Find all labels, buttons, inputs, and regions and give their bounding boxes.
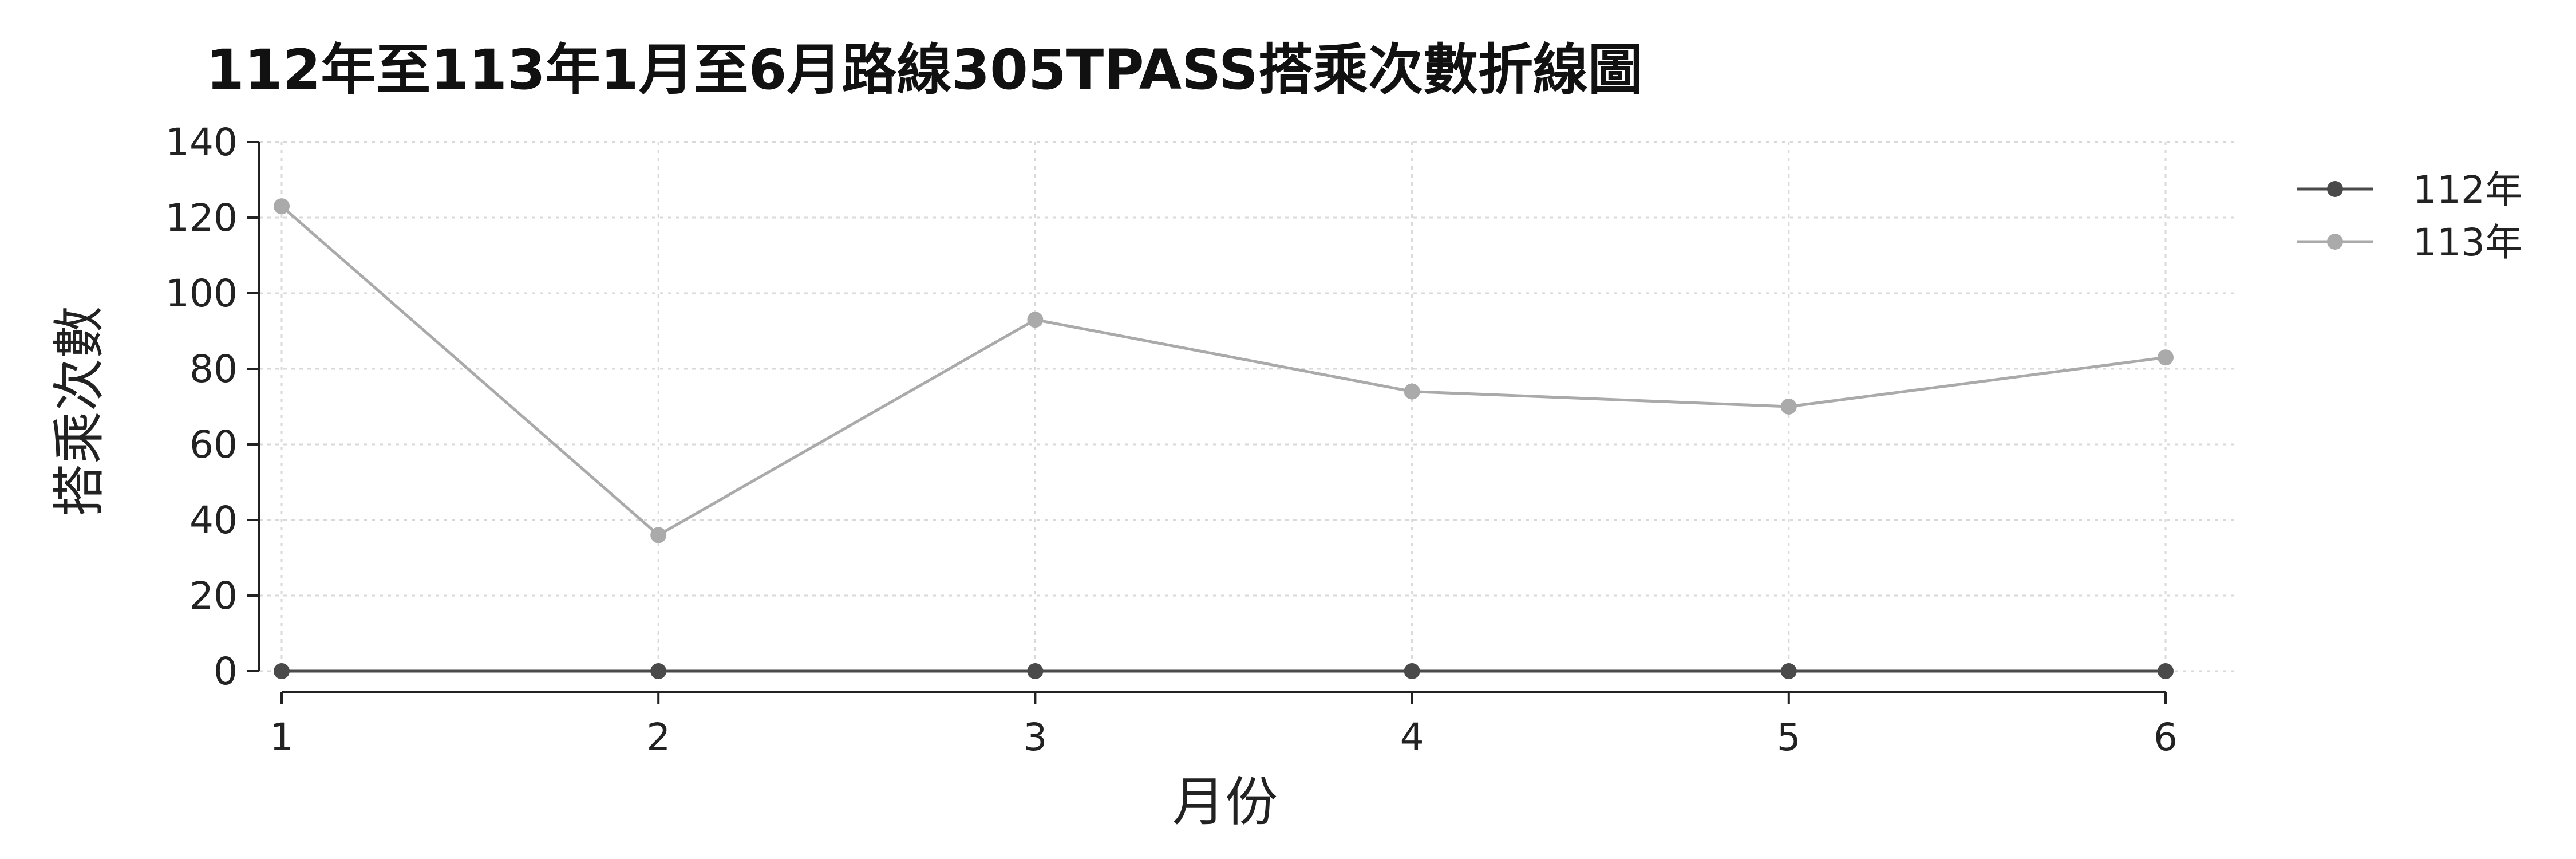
chart-title: 112年至113年1月至6月路線305TPASS搭乘次數折線圖 xyxy=(206,38,1643,102)
x-tick-label: 4 xyxy=(1400,715,1424,759)
legend-entry: 113年 xyxy=(2297,220,2523,265)
data-point xyxy=(2158,663,2174,679)
y-tick-label: 120 xyxy=(165,196,238,240)
x-tick-label: 2 xyxy=(646,715,670,759)
axes xyxy=(258,142,2166,693)
x-tick-label: 3 xyxy=(1023,715,1047,759)
legend-marker xyxy=(2327,181,2343,197)
data-point xyxy=(2158,349,2174,366)
legend: 112年 113年 xyxy=(2297,168,2523,265)
x-tick-label: 1 xyxy=(270,715,294,759)
legend-entry: 112年 xyxy=(2297,168,2523,212)
y-tick-label: 140 xyxy=(165,120,238,164)
x-tick-label: 5 xyxy=(1777,715,1801,759)
data-point xyxy=(1780,399,1797,415)
y-tick-label: 60 xyxy=(189,423,238,467)
y-tick-label: 0 xyxy=(214,649,238,693)
data-point xyxy=(1027,312,1044,328)
series-2 xyxy=(274,198,2174,543)
grid xyxy=(259,141,2238,672)
x-axis-title: 月份 xyxy=(1172,771,1278,833)
data-point xyxy=(650,663,667,679)
data-point xyxy=(1780,663,1797,679)
y-axis-title: 搭乘次數 xyxy=(49,306,110,517)
legend-label: 112年 xyxy=(2413,168,2523,212)
legend-marker xyxy=(2327,234,2343,250)
y-tick-label: 40 xyxy=(189,498,238,542)
x-axis-ticks: 1 2 3 4 5 6 xyxy=(270,692,2178,759)
legend-label: 113年 xyxy=(2413,220,2523,265)
y-axis-ticks: 0 20 40 60 80 100 120 140 xyxy=(165,120,259,693)
data-point xyxy=(1404,383,1420,400)
data-point xyxy=(274,663,290,679)
x-tick-label: 6 xyxy=(2154,715,2178,759)
y-tick-label: 100 xyxy=(165,271,238,316)
series-line xyxy=(280,205,2166,537)
data-point xyxy=(274,198,290,215)
series-1 xyxy=(274,663,2174,679)
y-tick-label: 80 xyxy=(189,347,238,391)
y-tick-label: 20 xyxy=(189,574,238,618)
data-point xyxy=(1027,663,1044,679)
data-point xyxy=(1404,663,1420,679)
data-point xyxy=(650,527,667,543)
series-lines xyxy=(274,198,2174,679)
